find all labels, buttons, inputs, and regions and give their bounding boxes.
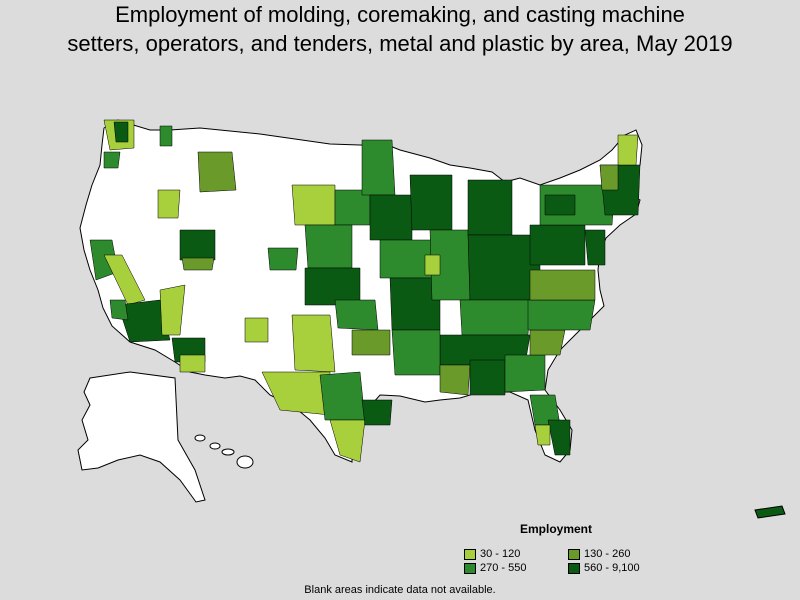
- puerto-rico: [754, 505, 786, 519]
- area-ny-w: [544, 194, 576, 216]
- legend-label: 270 - 550: [480, 562, 527, 574]
- hawaii-islands: [194, 434, 254, 469]
- area-michigan: [467, 179, 513, 236]
- area-nm: [244, 317, 269, 343]
- footnote: Blank areas indicate data not available.: [304, 584, 496, 596]
- legend-title: Employment: [520, 522, 593, 536]
- area-nc: [527, 299, 596, 331]
- area-florida-s: [547, 419, 571, 456]
- area-maine: [617, 134, 639, 166]
- area-nj: [584, 229, 606, 266]
- area-ok: [334, 299, 379, 331]
- area-spokane: [159, 125, 173, 147]
- area-mn-s: [369, 194, 413, 241]
- area-idaho: [157, 189, 181, 219]
- legend-item-270-550: 270 - 550: [464, 562, 526, 574]
- area-tucson: [179, 354, 206, 373]
- area-ca-central: [103, 254, 146, 306]
- area-georgia: [504, 354, 546, 393]
- area-montana: [197, 151, 237, 193]
- area-va: [529, 269, 596, 301]
- area-sc: [529, 329, 566, 356]
- area-az-north: [159, 284, 186, 336]
- legend-item-130-260: 130 - 260: [568, 548, 630, 560]
- area-kentucky: [459, 299, 531, 336]
- area-houston: [361, 399, 393, 426]
- area-tx-panhandle: [291, 314, 336, 373]
- alaska-outline: [77, 371, 206, 503]
- area-indiana-ohio: [467, 234, 541, 301]
- area-mn: [361, 139, 396, 196]
- area-colorado: [267, 247, 299, 271]
- legend-label: 560 - 9,100: [584, 562, 640, 574]
- area-utah-s: [181, 257, 215, 271]
- legend-label: 130 - 260: [584, 548, 631, 560]
- area-tx-central: [319, 371, 366, 421]
- area-wisconsin: [409, 174, 453, 231]
- legend-item-30-120: 30 - 120: [464, 548, 520, 560]
- legend-swatch: [568, 548, 580, 560]
- area-alabama: [469, 359, 506, 396]
- area-nebraska: [304, 224, 353, 269]
- area-pa: [529, 224, 586, 266]
- legend-item-560-9100: 560 - 9,100: [568, 562, 640, 574]
- legend-swatch: [568, 562, 580, 574]
- legend-swatch: [464, 548, 476, 560]
- legend-swatch: [464, 562, 476, 574]
- area-il-c: [424, 254, 441, 276]
- area-utah: [179, 229, 216, 261]
- area-ok-c: [351, 329, 391, 356]
- area-kansas: [304, 267, 361, 306]
- title-line-2: setters, operators, and tenders, metal a…: [67, 31, 733, 56]
- area-regions: [89, 119, 641, 463]
- legend-label: 30 - 120: [480, 548, 521, 560]
- area-tx-west: [261, 371, 331, 416]
- map-title: Employment of molding, coremaking, and c…: [0, 0, 800, 58]
- area-iowa: [379, 239, 433, 279]
- area-ms: [439, 364, 471, 396]
- title-line-1: Employment of molding, coremaking, and c…: [115, 2, 685, 27]
- area-vt-nh: [599, 164, 619, 191]
- area-arkansas: [391, 329, 441, 376]
- area-portland: [103, 151, 121, 169]
- area-nd: [291, 184, 336, 226]
- area-florida-w: [534, 424, 551, 446]
- area-ca-la: [117, 299, 171, 343]
- area-tx-south: [329, 419, 366, 463]
- area-seattle: [113, 121, 129, 143]
- area-ca-south: [109, 299, 129, 321]
